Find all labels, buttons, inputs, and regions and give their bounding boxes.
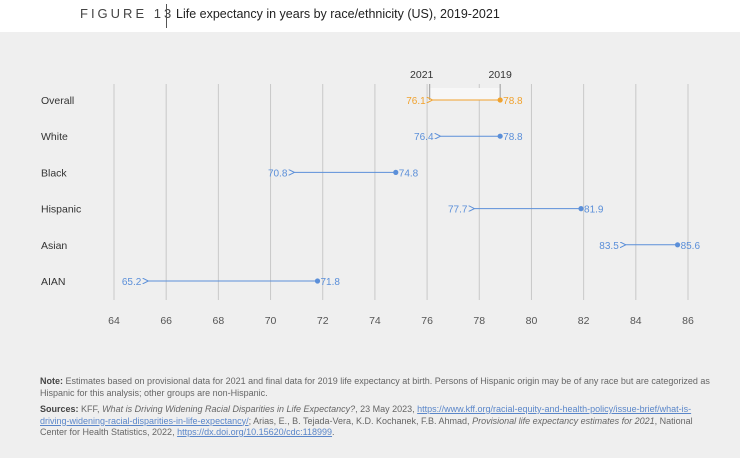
value-label-2021: 83.5 — [599, 241, 619, 252]
value-label-2019: 78.8 — [503, 96, 523, 107]
value-label-2021: 76.4 — [414, 132, 434, 143]
x-tick-label: 70 — [265, 315, 277, 327]
category-label: Asian — [41, 240, 67, 252]
sources-paragraph: Sources: KFF, What is Driving Widening R… — [40, 404, 710, 439]
x-tick-label: 64 — [108, 315, 120, 327]
source-end: . — [332, 427, 335, 437]
value-label-2019: 81.9 — [584, 205, 604, 216]
x-tick-label: 86 — [682, 315, 694, 327]
value-label-2021: 65.2 — [122, 277, 142, 288]
note-paragraph: Note: Estimates based on provisional dat… — [40, 376, 710, 399]
legend-label-2019: 2019 — [488, 69, 512, 81]
x-tick-label: 78 — [473, 315, 485, 327]
highlight-band — [429, 88, 501, 100]
source-kff-title: What is Driving Widening Racial Disparit… — [102, 404, 356, 414]
point-2019 — [393, 169, 399, 175]
point-2019 — [314, 278, 321, 284]
source-kff-date: , 23 May 2023, — [355, 404, 415, 414]
note-text: Estimates based on provisional data for … — [40, 376, 710, 398]
chart-notes: Note: Estimates based on provisional dat… — [40, 376, 710, 444]
x-tick-label: 84 — [630, 315, 642, 327]
figure-header: FIGURE 13 Life expectancy in years by ra… — [0, 0, 740, 32]
source-kff-link[interactable]: https://www.kff.org/racial-equity-and-he… — [40, 404, 692, 426]
sources-label: Sources: — [40, 404, 79, 414]
value-label-2019: 78.8 — [503, 132, 523, 143]
x-tick-label: 74 — [369, 315, 381, 327]
category-label: Overall — [41, 95, 74, 107]
x-tick-label: 80 — [526, 315, 538, 327]
category-label: AIAN — [41, 276, 66, 288]
source-kff: KFF, — [81, 404, 100, 414]
category-label: Hispanic — [41, 204, 81, 216]
value-label-2019: 85.6 — [681, 241, 701, 252]
value-label-2019: 71.8 — [321, 277, 341, 288]
x-tick-label: 76 — [421, 315, 433, 327]
note-label: Note: — [40, 376, 63, 386]
category-label: Black — [41, 167, 67, 179]
value-label-2019: 74.8 — [399, 168, 419, 179]
header-divider — [166, 4, 167, 28]
x-tick-label: 68 — [213, 315, 225, 327]
chart-panel — [0, 32, 740, 458]
figure-label: FIGURE 13 — [80, 6, 175, 21]
x-tick-label: 66 — [160, 315, 172, 327]
category-label: White — [41, 131, 68, 143]
point-2019 — [497, 133, 503, 139]
value-label-2021: 77.7 — [448, 205, 468, 216]
value-label-2021: 76.1 — [406, 96, 426, 107]
point-2019 — [578, 206, 584, 212]
source-arias: ; Arias, E., B. Tejada-Vera, K.D. Kochan… — [248, 415, 470, 426]
source-doi-link[interactable]: https://dx.doi.org/10.15620/cdc:118999 — [177, 427, 333, 437]
point-2019 — [674, 242, 681, 248]
legend-label-2021: 2021 — [410, 69, 434, 81]
point-2019 — [497, 97, 503, 103]
chart-title: Life expectancy in years by race/ethnici… — [176, 7, 500, 21]
source-arias-publisher: , National Center for Health Statistics,… — [40, 415, 693, 438]
x-tick-label: 82 — [578, 315, 590, 327]
x-tick-label: 72 — [317, 315, 329, 327]
value-label-2021: 70.8 — [268, 168, 288, 179]
source-arias-title: Provisional life expectancy estimates fo… — [472, 415, 655, 426]
dumbbell-chart: 64 66 68 70 72 74 76 78 80 82 84 86 2021 2019 Overall 7… — [41, 69, 701, 327]
